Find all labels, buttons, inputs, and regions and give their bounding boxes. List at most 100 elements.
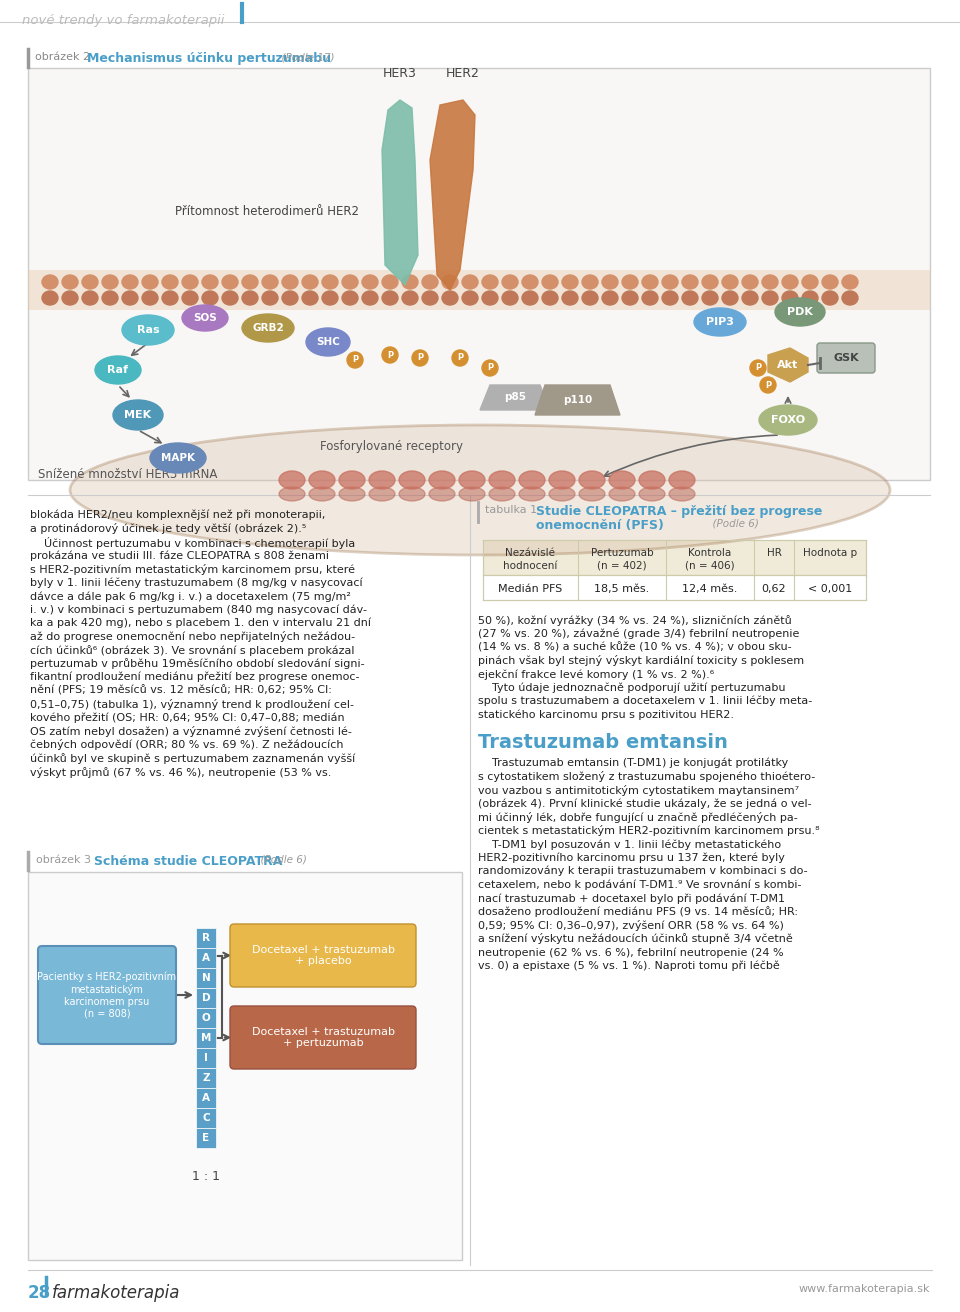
Ellipse shape: [262, 276, 278, 289]
Text: P: P: [755, 363, 761, 373]
Ellipse shape: [95, 356, 141, 384]
FancyBboxPatch shape: [38, 946, 176, 1044]
Ellipse shape: [549, 471, 575, 489]
Ellipse shape: [142, 276, 158, 289]
Text: farmakoterapia: farmakoterapia: [52, 1284, 180, 1302]
Text: 28: 28: [28, 1284, 51, 1302]
Ellipse shape: [102, 276, 118, 289]
Ellipse shape: [362, 276, 378, 289]
Ellipse shape: [202, 291, 218, 304]
Ellipse shape: [542, 291, 558, 304]
Text: prokázána ve studii III. fáze CLEOPATRA s 808 ženami: prokázána ve studii III. fáze CLEOPATRA …: [30, 551, 329, 562]
Text: byly v 1. linii léčeny trastuzumabem (8 mg/kg v nasycovací: byly v 1. linii léčeny trastuzumabem (8 …: [30, 577, 363, 588]
Ellipse shape: [282, 291, 298, 304]
Text: P: P: [487, 363, 493, 373]
Text: P: P: [387, 350, 393, 359]
Text: PIP3: PIP3: [706, 318, 734, 327]
Text: < 0,001: < 0,001: [808, 584, 852, 594]
Bar: [196, 1109, 216, 1128]
Ellipse shape: [519, 471, 545, 489]
Text: Přítomnost heterodimerů HER2: Přítomnost heterodimerů HER2: [175, 205, 359, 218]
Text: cetaxelem, nebo k podávání T-DM1.⁹ Ve srovnání s kombi-: cetaxelem, nebo k podávání T-DM1.⁹ Ve sr…: [478, 879, 802, 890]
Text: Snížené množství HER3 mRNA: Snížené množství HER3 mRNA: [38, 468, 217, 482]
Bar: [196, 949, 216, 968]
Ellipse shape: [782, 276, 798, 289]
Text: ka a pak 420 mg), nebo s placebem 1. den v intervalu 21 dní: ka a pak 420 mg), nebo s placebem 1. den…: [30, 618, 371, 628]
Ellipse shape: [462, 291, 478, 304]
Text: Ras: Ras: [136, 325, 159, 335]
Text: čebných odpovědí (ORR; 80 % vs. 69 %). Z nežádoucích: čebných odpovědí (ORR; 80 % vs. 69 %). Z…: [30, 740, 344, 750]
Text: nací trastuzumab + docetaxel bylo při podávání T-DM1: nací trastuzumab + docetaxel bylo při po…: [478, 893, 785, 904]
Ellipse shape: [622, 276, 638, 289]
Text: C: C: [203, 1113, 210, 1123]
Ellipse shape: [802, 276, 818, 289]
Text: OS zatím nebyl dosažen) a významné zvýšení četnosti lé-: OS zatím nebyl dosažen) a významné zvýše…: [30, 726, 352, 737]
Text: (Podle 17): (Podle 17): [275, 52, 334, 62]
Ellipse shape: [549, 487, 575, 501]
Ellipse shape: [760, 377, 776, 394]
Text: Fosforylované receptory: Fosforylované receptory: [320, 440, 463, 453]
Ellipse shape: [759, 405, 817, 436]
Text: A: A: [202, 953, 210, 963]
Ellipse shape: [382, 276, 398, 289]
Bar: [28, 68, 930, 480]
Text: (Podle 6): (Podle 6): [254, 855, 307, 865]
Text: M: M: [201, 1033, 211, 1043]
Text: Raf: Raf: [108, 365, 129, 375]
Ellipse shape: [302, 291, 318, 304]
Text: a protinádorový účinek je tedy větší (obrázek 2).⁵: a protinádorový účinek je tedy větší (ob…: [30, 523, 306, 534]
Text: T-DM1 byl posuzován v 1. linii léčby metastatického: T-DM1 byl posuzován v 1. linii léčby met…: [478, 838, 781, 849]
Ellipse shape: [682, 291, 698, 304]
Text: Studie CLEOPATRA – přežití bez progrese: Studie CLEOPATRA – přežití bez progrese: [536, 505, 823, 518]
Ellipse shape: [182, 291, 198, 304]
Ellipse shape: [582, 291, 598, 304]
Text: spolu s trastuzumabem a docetaxelem v 1. linii léčby meta-: spolu s trastuzumabem a docetaxelem v 1.…: [478, 695, 812, 706]
Text: s cytostatikem složený z trastuzumabu spojeného thioétero-: s cytostatikem složený z trastuzumabu sp…: [478, 771, 815, 782]
Text: p110: p110: [564, 395, 592, 405]
Bar: [483, 575, 866, 600]
Text: 0,59; 95% CI: 0,36–0,97), zvýšení ORR (58 % vs. 64 %): 0,59; 95% CI: 0,36–0,97), zvýšení ORR (5…: [478, 920, 784, 932]
Text: Kontrola: Kontrola: [688, 548, 732, 558]
Ellipse shape: [412, 350, 428, 366]
Ellipse shape: [642, 276, 658, 289]
Ellipse shape: [609, 471, 635, 489]
Bar: [28, 872, 462, 1260]
Ellipse shape: [339, 471, 365, 489]
Text: HER2: HER2: [446, 67, 480, 80]
Text: statického karcinomu prsu s pozitivitou HER2.: statického karcinomu prsu s pozitivitou …: [478, 710, 734, 720]
Bar: [196, 988, 216, 1008]
Ellipse shape: [682, 276, 698, 289]
Text: 1 : 1: 1 : 1: [192, 1170, 220, 1183]
Ellipse shape: [402, 276, 418, 289]
Ellipse shape: [462, 276, 478, 289]
Ellipse shape: [399, 487, 425, 501]
Ellipse shape: [62, 291, 78, 304]
Text: Medián PFS: Medián PFS: [498, 584, 563, 594]
Ellipse shape: [822, 276, 838, 289]
Text: obrázek 2: obrázek 2: [35, 52, 94, 62]
Ellipse shape: [502, 276, 518, 289]
Ellipse shape: [482, 359, 498, 377]
Ellipse shape: [842, 276, 858, 289]
Text: cích účinků⁶ (obrázek 3). Ve srovnání s placebem prokázal: cích účinků⁶ (obrázek 3). Ve srovnání s …: [30, 646, 354, 656]
Text: Pacientky s HER2-pozitivním
metastatickým
karcinomem prsu
(n = 808): Pacientky s HER2-pozitivním metastatický…: [37, 972, 177, 1018]
Text: 0,62: 0,62: [761, 584, 786, 594]
Ellipse shape: [399, 471, 425, 489]
Text: SOS: SOS: [193, 314, 217, 323]
Ellipse shape: [775, 298, 825, 325]
Ellipse shape: [542, 276, 558, 289]
Ellipse shape: [347, 352, 363, 367]
Text: výskyt průjmů (67 % vs. 46 %), neutropenie (53 % vs.: výskyt průjmů (67 % vs. 46 %), neutropen…: [30, 766, 331, 778]
Bar: [196, 1029, 216, 1048]
Text: P: P: [352, 356, 358, 365]
Text: Trastuzumab emtansin: Trastuzumab emtansin: [478, 733, 728, 752]
Text: (n = 402): (n = 402): [597, 562, 647, 571]
Text: P: P: [417, 353, 423, 362]
Text: MEK: MEK: [125, 409, 152, 420]
Ellipse shape: [162, 291, 178, 304]
Ellipse shape: [522, 291, 538, 304]
Ellipse shape: [459, 471, 485, 489]
Ellipse shape: [502, 291, 518, 304]
Ellipse shape: [306, 328, 350, 356]
Bar: [196, 1068, 216, 1088]
